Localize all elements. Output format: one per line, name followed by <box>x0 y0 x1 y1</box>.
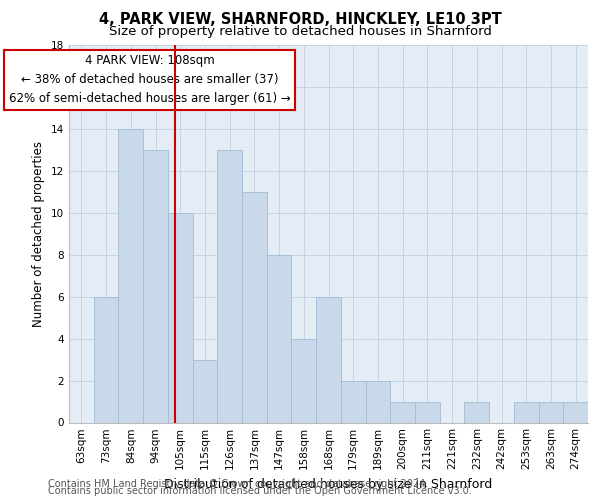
Bar <box>390 402 415 422</box>
Bar <box>464 402 489 422</box>
X-axis label: Distribution of detached houses by size in Sharnford: Distribution of detached houses by size … <box>164 478 493 491</box>
Bar <box>563 402 588 422</box>
Text: Size of property relative to detached houses in Sharnford: Size of property relative to detached ho… <box>109 25 491 38</box>
Text: Contains HM Land Registry data © Crown copyright and database right 2024.: Contains HM Land Registry data © Crown c… <box>48 479 428 489</box>
Bar <box>118 129 143 422</box>
Bar <box>514 402 539 422</box>
Bar <box>143 150 168 422</box>
Bar <box>267 254 292 422</box>
Y-axis label: Number of detached properties: Number of detached properties <box>32 141 46 327</box>
Bar <box>94 296 118 422</box>
Bar <box>341 380 365 422</box>
Bar <box>292 338 316 422</box>
Text: 4, PARK VIEW, SHARNFORD, HINCKLEY, LE10 3PT: 4, PARK VIEW, SHARNFORD, HINCKLEY, LE10 … <box>98 12 502 28</box>
Text: 4 PARK VIEW: 108sqm
← 38% of detached houses are smaller (37)
62% of semi-detach: 4 PARK VIEW: 108sqm ← 38% of detached ho… <box>8 54 290 106</box>
Bar <box>415 402 440 422</box>
Bar <box>242 192 267 422</box>
Bar <box>168 213 193 422</box>
Bar <box>365 380 390 422</box>
Text: Contains public sector information licensed under the Open Government Licence v3: Contains public sector information licen… <box>48 486 472 496</box>
Bar <box>316 296 341 422</box>
Bar <box>193 360 217 422</box>
Bar <box>539 402 563 422</box>
Bar <box>217 150 242 422</box>
